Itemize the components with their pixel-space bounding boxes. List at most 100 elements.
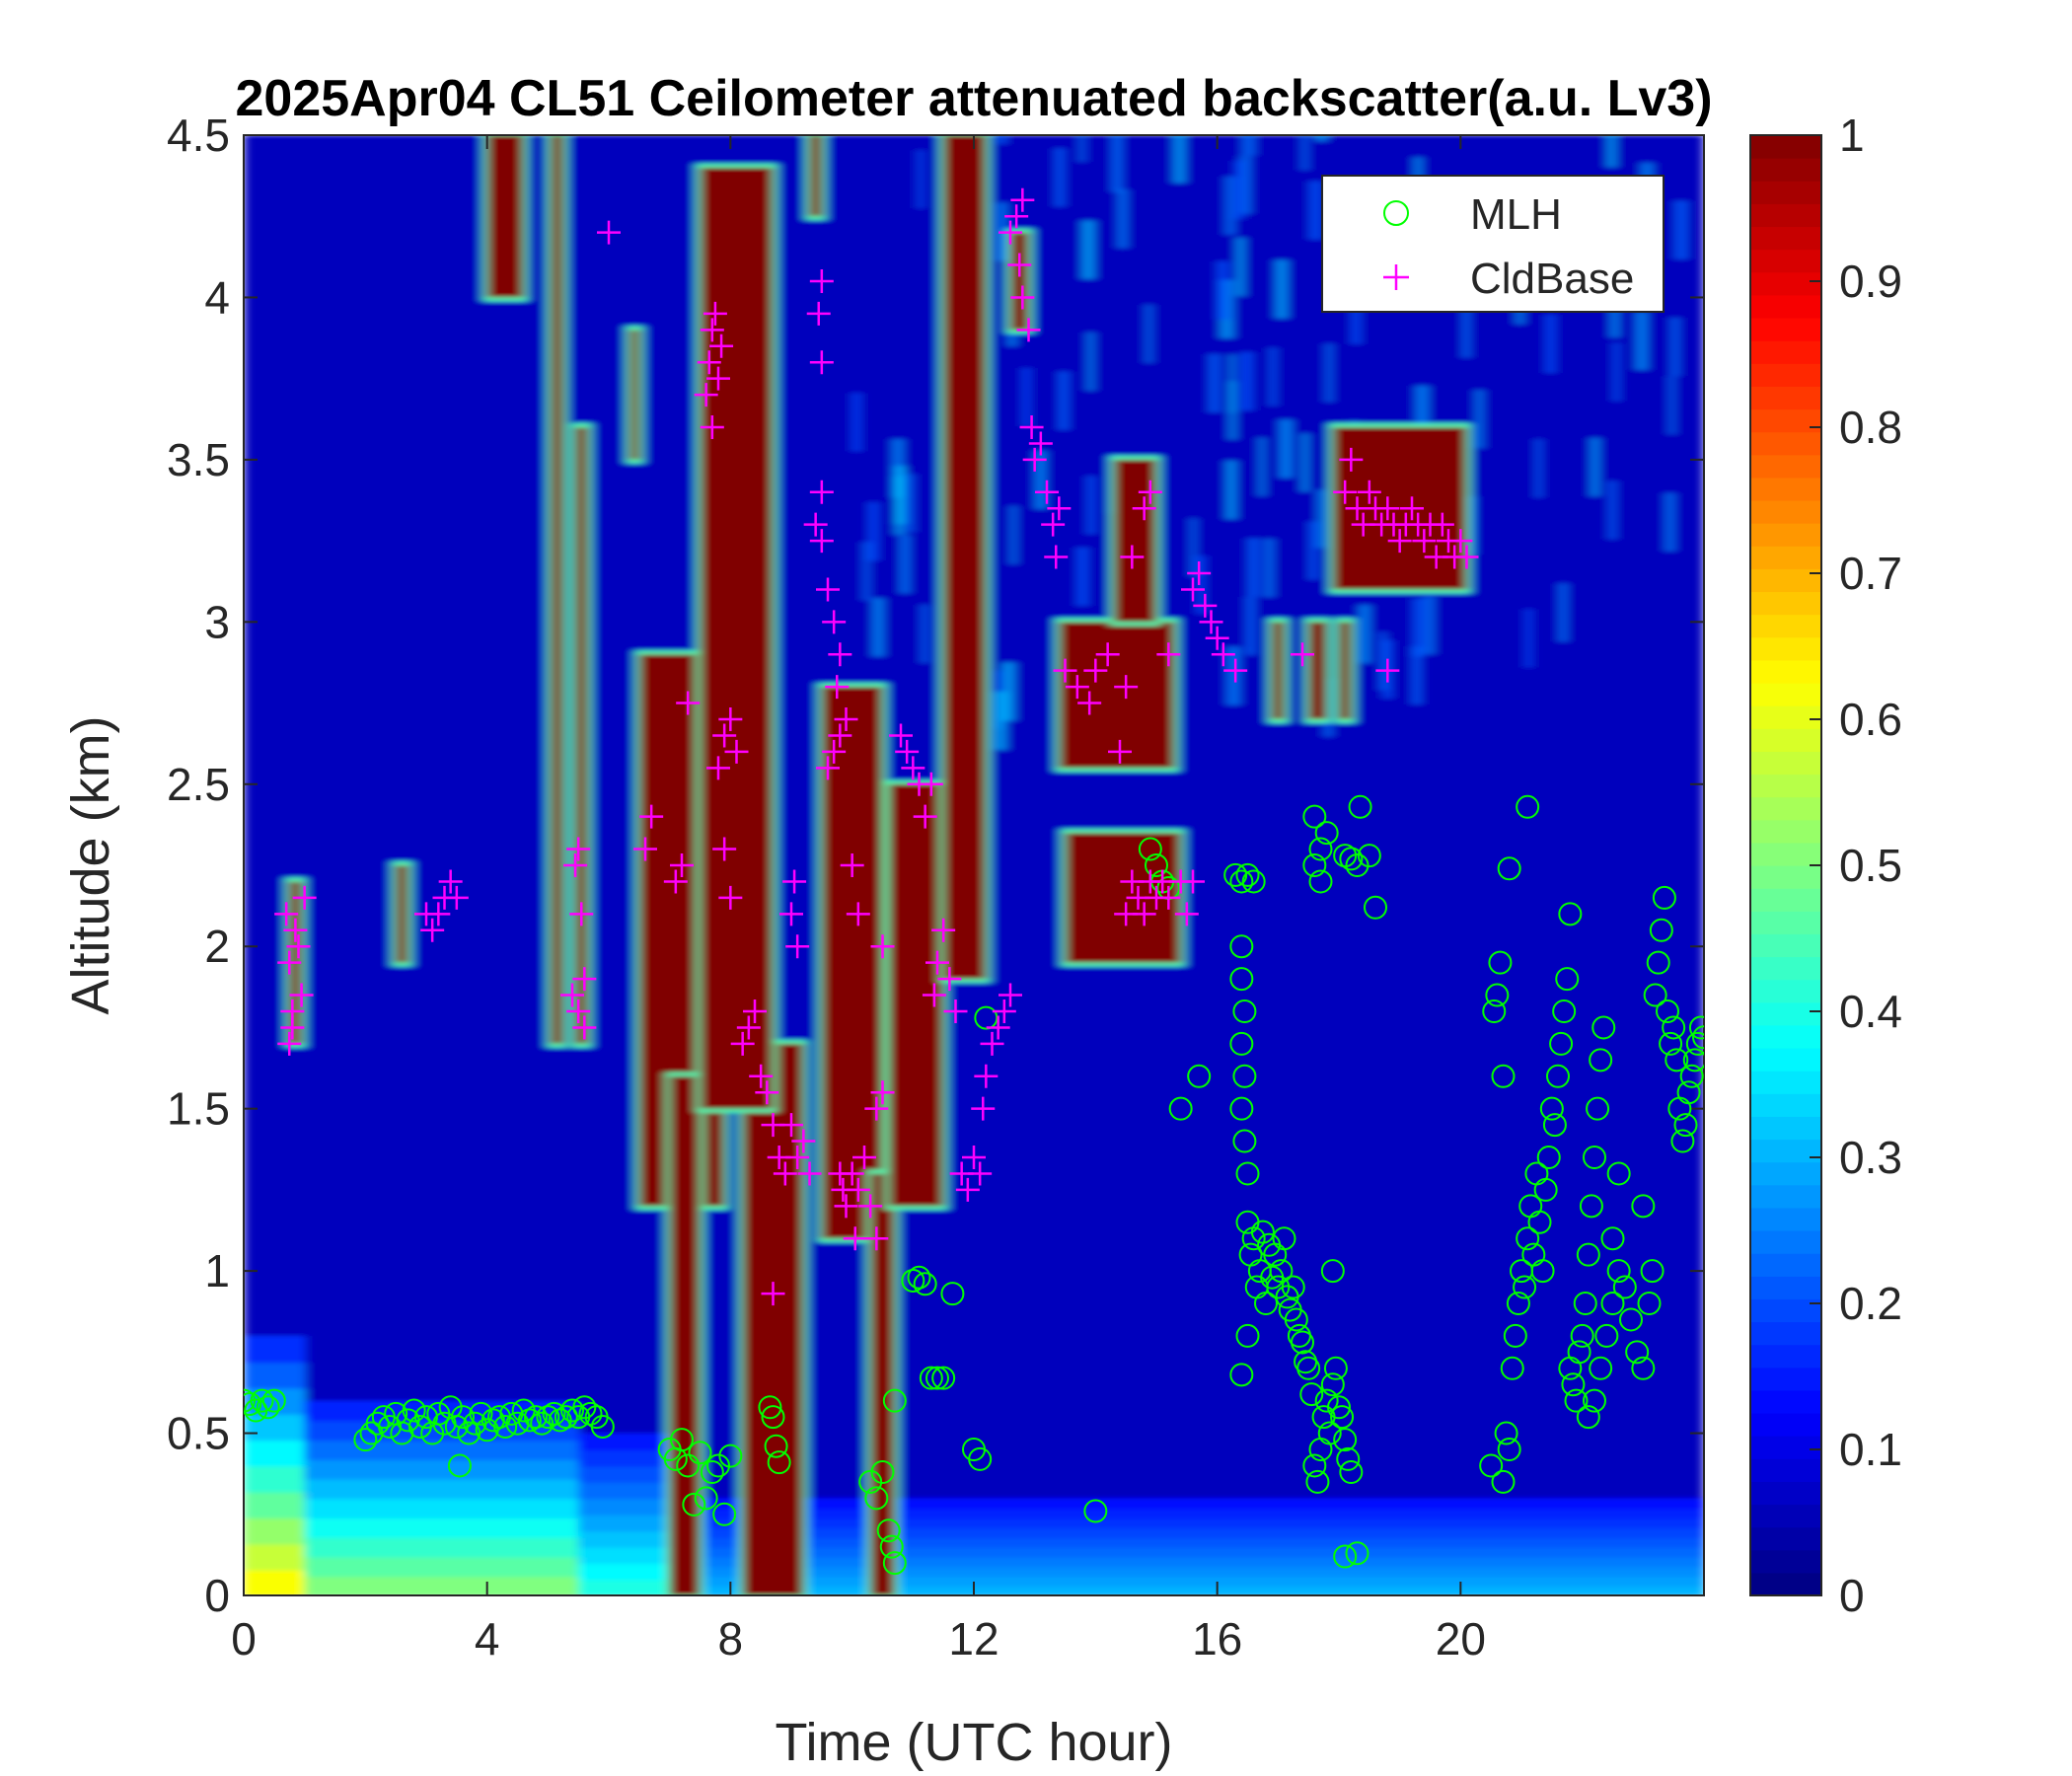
mlh-point	[1229, 1096, 1254, 1121]
mlh-point	[761, 1405, 785, 1430]
backscatter-texture	[1545, 314, 1556, 374]
cldbase-point	[283, 918, 308, 942]
cloud-layer	[629, 330, 639, 460]
mlh-point	[1573, 1292, 1597, 1315]
cldbase-point	[676, 691, 701, 715]
colorbar-swatch	[1750, 500, 1821, 524]
cldbase-point	[706, 366, 730, 391]
backscatter-texture	[1613, 342, 1620, 402]
cldbase-point	[761, 1282, 785, 1306]
colorbar-swatch	[1750, 1139, 1821, 1163]
cldbase-point	[694, 383, 718, 407]
cldbase-point	[809, 529, 834, 554]
cldbase-point	[572, 967, 597, 992]
cldbase-point	[1448, 529, 1473, 554]
cldbase-point	[420, 918, 445, 942]
x-tick-label: 8	[718, 1613, 744, 1665]
colorbar-swatch	[1750, 363, 1821, 387]
colorbar-swatch	[1750, 249, 1821, 273]
backscatter-texture	[1412, 645, 1422, 705]
mlh-point	[1589, 1356, 1613, 1380]
mlh-point	[1497, 856, 1521, 881]
cldbase-point	[1187, 561, 1212, 585]
cldbase-point	[1041, 512, 1066, 537]
cldbase-point	[999, 983, 1022, 1007]
colorbar-swatch	[1750, 774, 1821, 798]
x-tick-label: 4	[475, 1613, 500, 1665]
mlh-point	[1235, 1323, 1260, 1348]
cldbase-point	[1430, 512, 1454, 537]
mlh-point	[1558, 902, 1583, 926]
colorbar-swatch	[1750, 340, 1821, 364]
backscatter-texture	[1235, 160, 1244, 220]
cldbase-point	[743, 999, 767, 1023]
cldbase-point	[1016, 318, 1041, 342]
mlh-point	[1302, 1453, 1327, 1478]
colorbar-tick-label: 0.2	[1839, 1278, 1902, 1329]
mlh-point	[913, 1272, 937, 1296]
mlh-point	[919, 1366, 943, 1390]
mlh-point	[1241, 869, 1266, 894]
cldbase-point	[840, 1161, 864, 1186]
cldbase-point	[828, 642, 852, 667]
cldbase-point	[1333, 480, 1358, 504]
cldbase-point	[706, 756, 730, 780]
mlh-point	[1229, 967, 1254, 992]
aerosol-layer-cell	[669, 1526, 1704, 1538]
mlh-point	[1323, 1356, 1348, 1380]
mlh-point	[1631, 1356, 1656, 1380]
mlh-point	[414, 1405, 438, 1430]
aerosol-layer-cell	[669, 1546, 1704, 1558]
mlh-point	[1579, 1194, 1603, 1219]
cldbase-point	[1156, 642, 1181, 667]
backscatter-heatmap	[244, 135, 1704, 1595]
cloud-layer	[809, 135, 822, 217]
y-tick-label: 4.5	[167, 110, 230, 161]
mlh-point	[517, 1408, 542, 1433]
cldbase-point	[937, 967, 962, 992]
colorbar-swatch	[1750, 135, 1821, 159]
cldbase-point	[919, 772, 943, 796]
mlh-point	[1357, 844, 1381, 868]
cldbase-point	[797, 1161, 822, 1186]
cldbase-point	[1339, 447, 1364, 472]
mlh-point	[1503, 1323, 1527, 1348]
y-tick-label: 4	[204, 271, 230, 323]
backscatter-texture	[1197, 555, 1206, 615]
cldbase-point	[718, 885, 743, 910]
mlh-point	[1281, 1275, 1305, 1299]
mlh-point	[1333, 1544, 1358, 1569]
aerosol-layer-cell	[669, 1586, 1704, 1595]
chart-title: 2025Apr04 CL51 Ceilometer attenuated bac…	[235, 70, 1712, 127]
aerosol-layer-cell	[669, 1536, 1704, 1548]
mlh-point	[1339, 847, 1364, 871]
colorbar-swatch	[1750, 659, 1821, 684]
mlh-point	[1254, 1292, 1278, 1315]
cldbase-point	[1083, 658, 1108, 683]
colorbar-swatch	[1750, 636, 1821, 661]
colorbar-swatch	[1750, 1161, 1821, 1186]
cldbase-point	[785, 934, 810, 959]
cldbase-point	[1077, 691, 1102, 715]
backscatter-texture	[1146, 304, 1152, 363]
mlh-point	[353, 1428, 378, 1452]
mlh-point	[1302, 804, 1327, 829]
mlh-point	[1567, 1340, 1591, 1365]
cloud-layer	[1308, 622, 1327, 719]
mlh-point	[688, 1441, 712, 1465]
colorbar-swatch	[1750, 1071, 1821, 1094]
cldbase-point	[277, 1031, 302, 1056]
backscatter-texture	[1190, 518, 1196, 577]
mlh-point	[968, 1446, 993, 1471]
aerosol-layer-cell	[244, 1517, 306, 1545]
cldbase-point	[913, 804, 937, 829]
cldbase-point	[639, 804, 664, 829]
colorbar-swatch	[1750, 454, 1821, 479]
cloud-layer	[575, 427, 588, 1044]
colorbar-swatch	[1750, 1116, 1821, 1141]
mlh-point	[493, 1414, 518, 1439]
mlh-point	[1542, 1113, 1567, 1138]
colorbar-swatch	[1750, 1024, 1821, 1049]
mlh-point	[1656, 999, 1679, 1023]
mlh-point	[1314, 821, 1339, 846]
